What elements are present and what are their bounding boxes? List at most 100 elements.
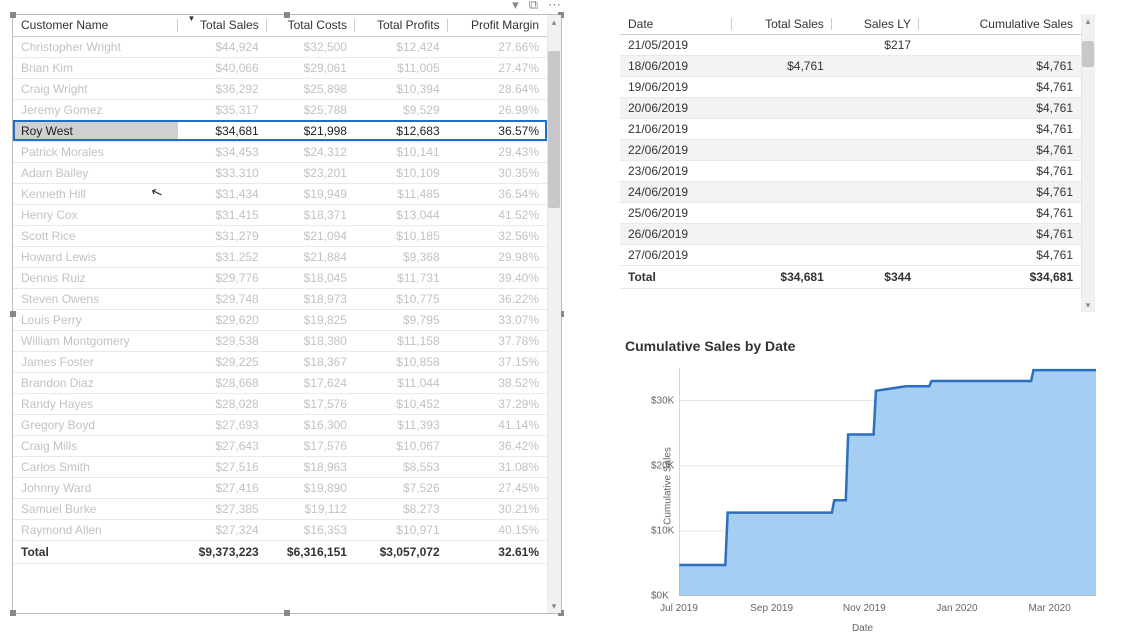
table-row[interactable]: William Montgomery$29,538$18,380$11,1583… bbox=[13, 330, 547, 351]
customer-name-cell: Brian Kim bbox=[13, 57, 178, 78]
table-row[interactable]: Craig Wright$36,292$25,898$10,39428.64% bbox=[13, 78, 547, 99]
table-row[interactable]: Kenneth Hill$31,434$19,949$11,48536.54% bbox=[13, 183, 547, 204]
value-cell: $4,761 bbox=[919, 224, 1081, 245]
totals-cell: 32.61% bbox=[448, 540, 547, 563]
chart-plot-area[interactable] bbox=[679, 368, 1096, 596]
table-row[interactable]: 21/06/2019$4,761 bbox=[620, 119, 1081, 140]
vertical-scrollbar[interactable]: ▴ ▾ bbox=[1081, 14, 1095, 312]
table-row[interactable]: James Foster$29,225$18,367$10,85837.15% bbox=[13, 351, 547, 372]
table-row[interactable]: 24/06/2019$4,761 bbox=[620, 182, 1081, 203]
value-cell: $10,394 bbox=[355, 78, 448, 99]
value-cell bbox=[732, 245, 832, 266]
value-cell: $27,516 bbox=[178, 456, 266, 477]
table-row[interactable]: Jeremy Gomez$35,317$25,788$9,52926.98% bbox=[13, 99, 547, 120]
value-cell: $8,273 bbox=[355, 498, 448, 519]
dates-table[interactable]: DateTotal SalesSales LYCumulative Sales … bbox=[620, 14, 1081, 289]
scrollbar-thumb[interactable] bbox=[548, 51, 560, 208]
column-header[interactable]: Date bbox=[620, 14, 732, 35]
x-tick-label: Nov 2019 bbox=[843, 603, 886, 614]
column-header[interactable]: Profit Margin bbox=[448, 15, 547, 36]
table-row[interactable]: Christopher Wright$44,924$32,500$12,4242… bbox=[13, 36, 547, 57]
table-row[interactable]: Brandon Diaz$28,668$17,624$11,04438.52% bbox=[13, 372, 547, 393]
value-cell: 36.54% bbox=[448, 183, 547, 204]
table-row[interactable]: Dennis Ruiz$29,776$18,045$11,73139.40% bbox=[13, 267, 547, 288]
table-row[interactable]: Henry Cox$31,415$18,371$13,04441.52% bbox=[13, 204, 547, 225]
column-header[interactable]: Total Costs bbox=[267, 15, 355, 36]
table-row[interactable]: Steven Owens$29,748$18,973$10,77536.22% bbox=[13, 288, 547, 309]
table-row[interactable]: Adam Bailey$33,310$23,201$10,10930.35% bbox=[13, 162, 547, 183]
scroll-up-icon[interactable]: ▴ bbox=[547, 15, 561, 29]
focus-icon[interactable]: ⧉ bbox=[529, 0, 538, 13]
table-row[interactable]: 21/05/2019$217 bbox=[620, 35, 1081, 56]
table-row[interactable]: 19/06/2019$4,761 bbox=[620, 77, 1081, 98]
totals-cell: Total bbox=[620, 266, 732, 289]
table-row[interactable]: Gregory Boyd$27,693$16,300$11,39341.14% bbox=[13, 414, 547, 435]
table-row[interactable]: Brian Kim$40,066$29,061$11,00527.47% bbox=[13, 57, 547, 78]
value-cell: 27.47% bbox=[448, 57, 547, 78]
cumulative-sales-chart[interactable]: Cumulative Sales by Date Cumulative Sale… bbox=[625, 338, 1100, 634]
scroll-down-icon[interactable]: ▾ bbox=[547, 599, 561, 613]
date-cell: 24/06/2019 bbox=[620, 182, 732, 203]
table-row[interactable]: Randy Hayes$28,028$17,576$10,45237.29% bbox=[13, 393, 547, 414]
table-row[interactable]: 26/06/2019 $4,761 bbox=[620, 224, 1081, 245]
value-cell: $28,028 bbox=[178, 393, 266, 414]
value-cell: 41.52% bbox=[448, 204, 547, 225]
value-cell: $25,788 bbox=[267, 99, 355, 120]
table-row[interactable]: 23/06/2019$4,761 bbox=[620, 161, 1081, 182]
table-row[interactable]: 27/06/2019$4,761 bbox=[620, 245, 1081, 266]
column-header[interactable]: Total Sales▼ bbox=[178, 15, 266, 36]
value-cell bbox=[832, 98, 919, 119]
y-tick-label: $30K bbox=[651, 395, 674, 406]
customer-name-cell: Johnny Ward bbox=[13, 477, 178, 498]
value-cell: $12,683 bbox=[355, 120, 448, 141]
customers-table[interactable]: Customer NameTotal Sales▼Total CostsTota… bbox=[13, 15, 547, 564]
table-row[interactable]: Carlos Smith$27,516$18,963$8,55331.08% bbox=[13, 456, 547, 477]
value-cell: $27,324 bbox=[178, 519, 266, 540]
table-row[interactable]: 25/06/2019$4,761 bbox=[620, 203, 1081, 224]
table-row[interactable]: Craig Mills$27,643$17,576$10,06736.42% bbox=[13, 435, 547, 456]
customer-name-cell: Craig Wright bbox=[13, 78, 178, 99]
scrollbar-thumb[interactable] bbox=[1082, 41, 1094, 67]
table-row[interactable]: Patrick Morales$34,453$24,312$10,14129.4… bbox=[13, 141, 547, 162]
column-header[interactable]: Total Profits bbox=[355, 15, 448, 36]
value-cell bbox=[919, 35, 1081, 56]
value-cell: 36.42% bbox=[448, 435, 547, 456]
table-row[interactable]: 22/06/2019$4,761 bbox=[620, 140, 1081, 161]
totals-cell: $344 bbox=[832, 266, 919, 289]
filter-icon[interactable]: ▾ bbox=[512, 0, 519, 13]
value-cell: $29,061 bbox=[267, 57, 355, 78]
table-row[interactable]: Raymond Allen$27,324$16,353$10,97140.15% bbox=[13, 519, 547, 540]
column-header[interactable]: Sales LY bbox=[832, 14, 919, 35]
value-cell: $4,761 bbox=[919, 119, 1081, 140]
table-row[interactable]: Louis Perry$29,620$19,825$9,79533.07% bbox=[13, 309, 547, 330]
x-tick-label: Sep 2019 bbox=[750, 603, 793, 614]
value-cell: $10,858 bbox=[355, 351, 448, 372]
table-row[interactable]: 20/06/2019$4,761 bbox=[620, 98, 1081, 119]
table-row[interactable]: Howard Lewis$31,252$21,884$9,36829.98% bbox=[13, 246, 547, 267]
date-cell: 26/06/2019 bbox=[620, 224, 732, 245]
column-header[interactable]: Cumulative Sales bbox=[919, 14, 1081, 35]
date-cell: 25/06/2019 bbox=[620, 203, 732, 224]
table-row[interactable]: Samuel Burke$27,385$19,112$8,27330.21% bbox=[13, 498, 547, 519]
value-cell: $29,748 bbox=[178, 288, 266, 309]
x-tick-label: Mar 2020 bbox=[1029, 603, 1071, 614]
table-row[interactable]: 18/06/2019$4,761$4,761 bbox=[620, 56, 1081, 77]
vertical-scrollbar[interactable]: ▴ ▾ bbox=[547, 15, 561, 613]
table-row[interactable]: Johnny Ward$27,416$19,890$7,52627.45% bbox=[13, 477, 547, 498]
dates-table-visual[interactable]: DateTotal SalesSales LYCumulative Sales … bbox=[620, 14, 1095, 312]
customers-table-visual[interactable]: ▾ ⧉ ⋯ Customer NameTotal Sales▼Total Cos… bbox=[12, 14, 562, 614]
table-row[interactable]: Roy West$34,681$21,998$12,68336.57% bbox=[13, 120, 547, 141]
table-row[interactable]: Scott Rice$31,279$21,094$10,18532.56% bbox=[13, 225, 547, 246]
column-header[interactable]: Customer Name bbox=[13, 15, 178, 36]
value-cell bbox=[832, 56, 919, 77]
scroll-down-icon[interactable]: ▾ bbox=[1081, 298, 1095, 312]
scroll-up-icon[interactable]: ▴ bbox=[1081, 14, 1095, 28]
value-cell bbox=[732, 98, 832, 119]
column-header[interactable]: Total Sales bbox=[732, 14, 832, 35]
value-cell: $11,044 bbox=[355, 372, 448, 393]
value-cell: 29.98% bbox=[448, 246, 547, 267]
value-cell: $18,367 bbox=[267, 351, 355, 372]
x-tick-label: Jan 2020 bbox=[936, 603, 977, 614]
value-cell: $9,795 bbox=[355, 309, 448, 330]
totals-cell: $6,316,151 bbox=[267, 540, 355, 563]
